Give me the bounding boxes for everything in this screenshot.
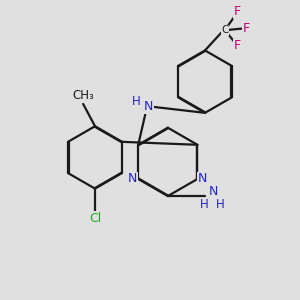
Text: Cl: Cl xyxy=(89,212,101,225)
Text: N: N xyxy=(198,172,208,185)
Text: F: F xyxy=(234,5,241,18)
Text: CH₃: CH₃ xyxy=(72,89,94,102)
Text: N: N xyxy=(128,172,138,185)
Text: F: F xyxy=(243,22,250,34)
Text: F: F xyxy=(234,40,241,52)
Text: C: C xyxy=(221,25,229,35)
Text: H: H xyxy=(132,95,141,108)
Text: N: N xyxy=(144,100,153,113)
Text: H: H xyxy=(200,198,208,211)
Text: H: H xyxy=(216,198,225,211)
Text: N: N xyxy=(208,185,218,198)
